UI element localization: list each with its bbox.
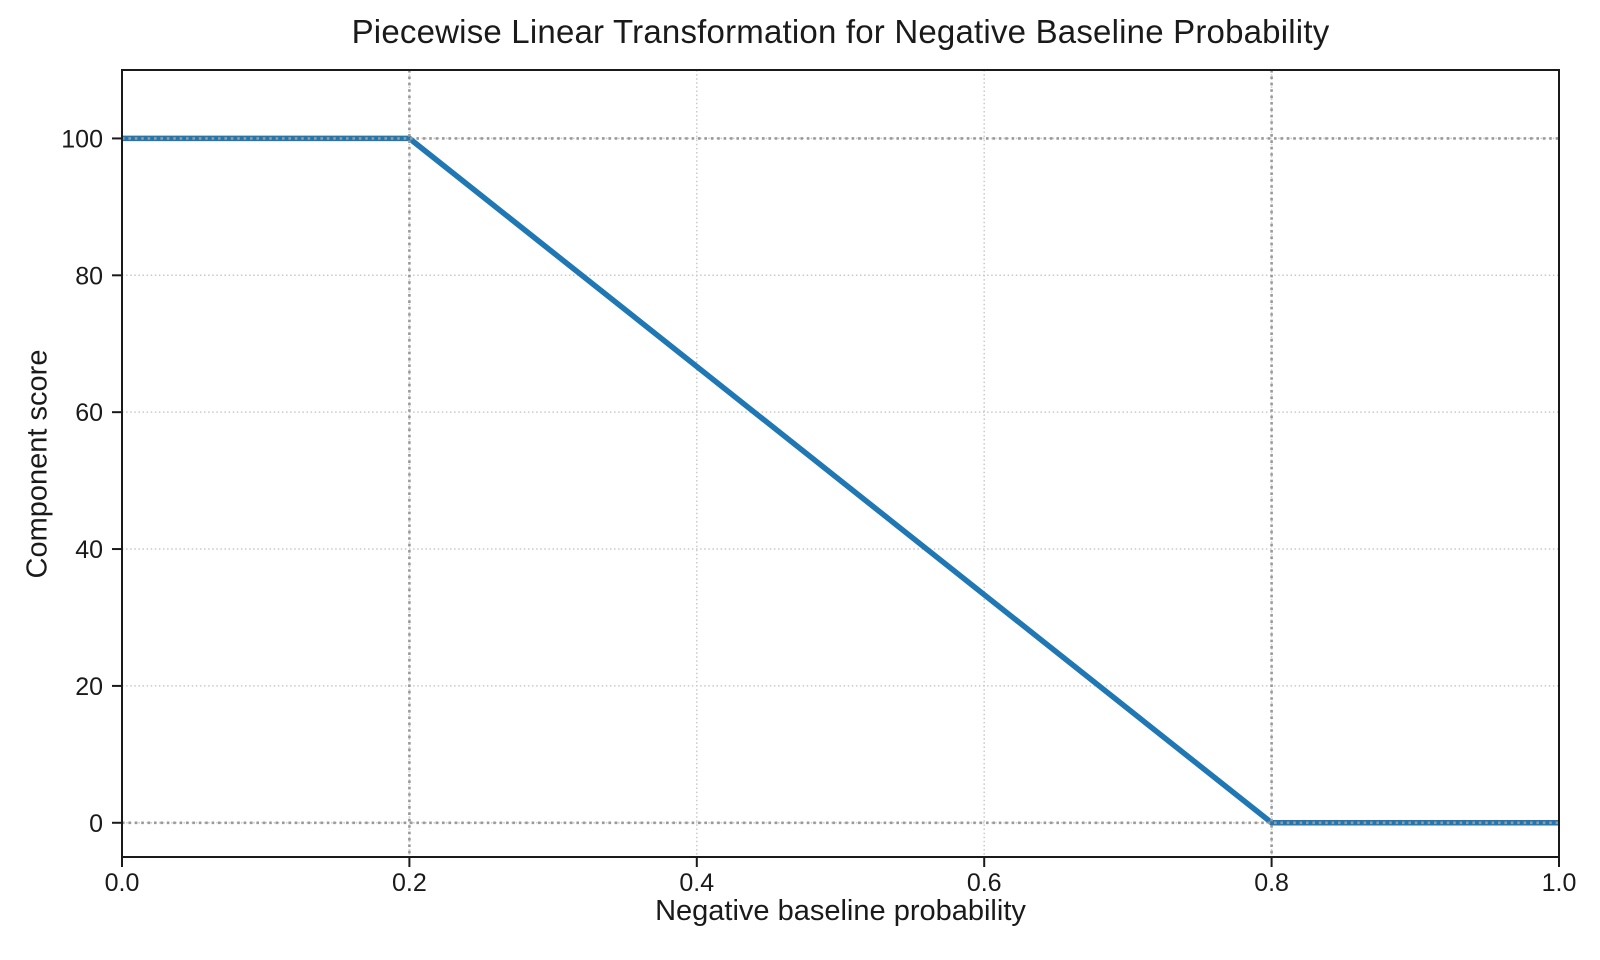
x-tick-label: 0.2 [392, 869, 427, 897]
x-tick-label: 1.0 [1542, 869, 1577, 897]
x-tick-label: 0.6 [967, 869, 1002, 897]
series-line-piecewise-transform [122, 135, 1559, 826]
y-tick-label: 40 [75, 536, 103, 564]
y-tick-label: 20 [75, 673, 103, 701]
data-series [122, 135, 1559, 826]
tick-labels: 0.0 0.2 0.4 0.6 0.8 1.0 0 20 40 60 80 100 [61, 125, 1576, 897]
gridlines [121, 70, 1560, 857]
y-tick-label: 0 [89, 810, 103, 838]
x-tick-label: 0.0 [105, 869, 140, 897]
chart-title: Piecewise Linear Transformation for Nega… [351, 13, 1330, 50]
x-tick-label: 0.8 [1254, 869, 1289, 897]
y-tick-label: 60 [75, 399, 103, 427]
x-tick-label: 0.4 [679, 869, 714, 897]
y-tick-label: 80 [75, 262, 103, 290]
plot-spines [121, 69, 1560, 858]
axes-frame [112, 69, 1560, 867]
y-tick-label: 100 [61, 125, 103, 153]
reference-lines [122, 70, 1559, 857]
x-axis-label: Negative baseline probability [655, 895, 1026, 927]
